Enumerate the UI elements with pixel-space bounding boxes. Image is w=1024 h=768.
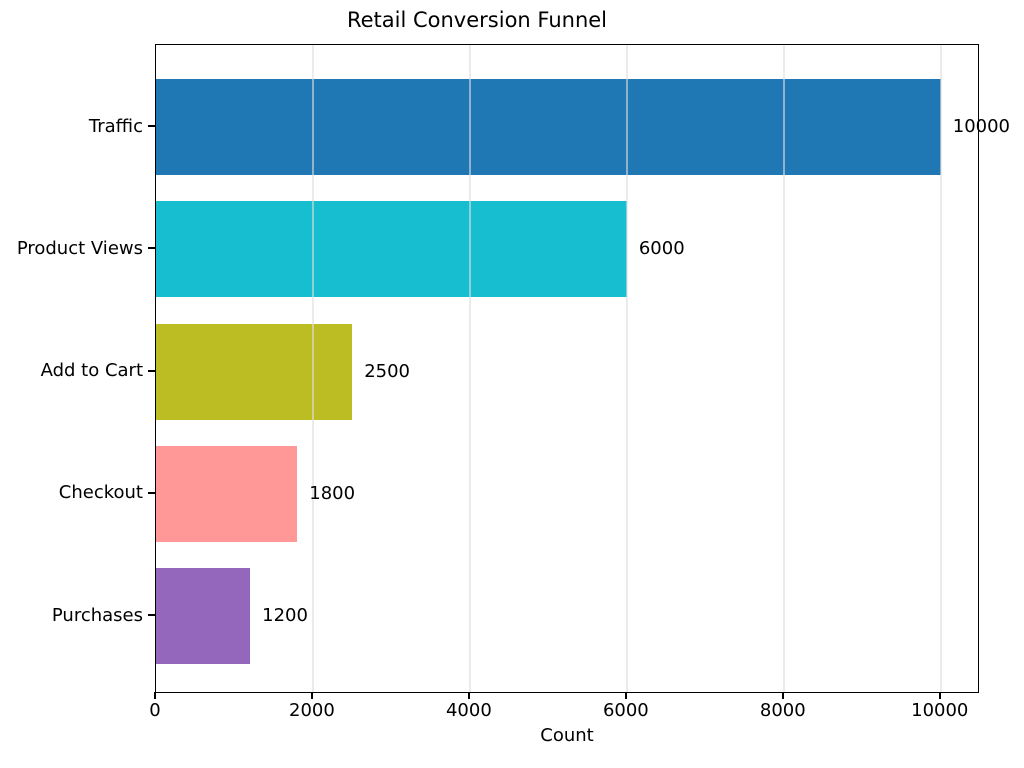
bar-value-label-traffic: 10000 — [952, 116, 1011, 137]
x-tick-label-10000: 10000 — [911, 700, 969, 721]
x-tick-label-6000: 6000 — [602, 700, 649, 721]
y-tick-label-checkout: Checkout — [58, 482, 143, 504]
x-tick-label-4000: 4000 — [445, 700, 492, 721]
x-tick-6000 — [624, 692, 627, 699]
bar-value-label-purchases: 1200 — [262, 605, 308, 626]
gridline-x-2000 — [312, 45, 314, 692]
x-tick-label-8000: 8000 — [759, 700, 806, 721]
y-tick-add-to-cart — [148, 369, 155, 372]
gridline-x-6000 — [626, 45, 628, 692]
bar-value-label-add-to-cart: 2500 — [364, 360, 410, 382]
y-tick-checkout — [148, 491, 155, 494]
x-tick-4000 — [467, 692, 470, 699]
y-tick-label-purchases: Purchases — [51, 604, 143, 626]
gridline-x-10000 — [940, 45, 942, 692]
x-tick-label-2000: 2000 — [289, 700, 335, 721]
bar-value-label-product-views: 6000 — [638, 238, 685, 260]
x-tick-label-0: 0 — [149, 700, 161, 721]
x-axis-label: Count — [540, 725, 594, 746]
y-tick-label-product-views: Product Views — [16, 237, 143, 259]
plot-area: 10000 6000 2500 1800 1200 — [155, 44, 1010, 693]
gridline-x-8000 — [783, 45, 785, 692]
y-tick-label-traffic: Traffic — [88, 115, 143, 137]
bar-traffic — [156, 79, 941, 175]
bar-add-to-cart — [156, 323, 353, 420]
x-tick-2000 — [310, 692, 313, 699]
y-tick-label-add-to-cart: Add to Cart — [40, 360, 143, 381]
y-tick-purchases — [148, 614, 155, 616]
bar-value-label-checkout: 1800 — [309, 482, 356, 504]
bar-purchases — [156, 568, 251, 664]
x-tick-8000 — [781, 692, 784, 699]
x-tick-10000 — [938, 692, 941, 699]
bar-product-views — [156, 201, 627, 298]
y-tick-product-views — [148, 247, 155, 250]
gridline-x-4000 — [469, 45, 471, 692]
y-tick-traffic — [148, 125, 155, 127]
x-tick-0 — [154, 692, 156, 699]
chart-title: Retail Conversion Funnel — [346, 8, 608, 32]
bar-checkout — [156, 445, 298, 542]
